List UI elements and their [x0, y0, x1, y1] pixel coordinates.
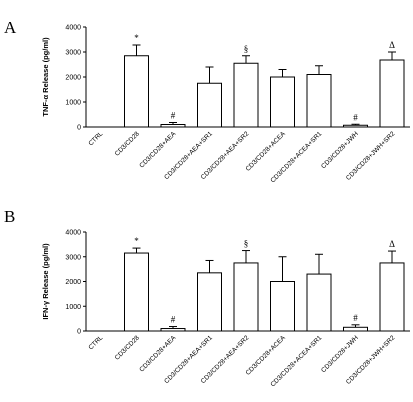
category-label: CD3/CD28+JWH: [320, 334, 360, 374]
category-label: CTRL: [87, 334, 104, 351]
significance-marker: §: [244, 239, 249, 249]
significance-marker: *: [134, 236, 139, 246]
significance-marker: §: [244, 44, 249, 54]
bar: [307, 274, 331, 331]
category-label: CD3/CD28: [114, 130, 141, 157]
bar: [161, 329, 185, 331]
significance-marker: Δ: [389, 40, 395, 50]
significance-marker: #: [171, 315, 176, 325]
y-tick-label: 0: [77, 329, 81, 336]
bar: [125, 253, 149, 331]
category-label: CD3/CD28+AEA: [138, 130, 178, 170]
bar: [380, 263, 404, 331]
bar: [344, 125, 368, 127]
bar: [344, 327, 368, 331]
y-tick-label: 3000: [65, 254, 81, 261]
y-tick-label: 4000: [65, 25, 81, 32]
y-tick-label: 0: [77, 125, 81, 132]
y-tick-label: 3000: [65, 50, 81, 57]
panel-letter-b: B: [4, 207, 15, 226]
y-tick-label: 1000: [65, 304, 81, 311]
bar: [234, 263, 258, 331]
category-label: CD3/CD28+ACEA: [245, 334, 288, 377]
bar: [271, 282, 295, 332]
y-tick-label: 1000: [65, 100, 81, 107]
category-label: CD3/CD28+AEA: [138, 334, 178, 374]
significance-marker: Δ: [389, 239, 395, 249]
y-tick-label: 2000: [65, 279, 81, 286]
category-label: CD3/CD28+JWH: [320, 130, 360, 170]
y-axis-label: TNF-α Release (pg/ml): [41, 37, 50, 117]
category-label: CD3/CD28: [114, 334, 141, 361]
bar: [307, 75, 331, 128]
bar: [125, 56, 149, 127]
panel-a: A 0 1000 2000 3000 4000 TNF-α Release (pg/ml)…: [4, 18, 410, 184]
bar: [161, 125, 185, 128]
bar: [271, 77, 295, 127]
panel-letter-a: A: [4, 18, 17, 37]
bar: [234, 63, 258, 127]
panel-b: B 0 1000 2000 3000 4000 IFN-γ Release (pg/ml)…: [4, 207, 410, 388]
category-label: CD3/CD28+ACEA: [245, 130, 288, 173]
y-axis-label: IFN-γ Release (pg/ml): [41, 243, 50, 320]
bar: [198, 273, 222, 331]
bar: [198, 83, 222, 127]
y-tick-label: 2000: [65, 75, 81, 82]
significance-marker: *: [134, 33, 139, 43]
category-label: CTRL: [87, 130, 104, 147]
bar: [380, 60, 404, 127]
significance-marker: #: [353, 112, 358, 122]
y-tick-label: 4000: [65, 230, 81, 237]
significance-marker: #: [171, 111, 176, 121]
significance-marker: #: [353, 313, 358, 323]
